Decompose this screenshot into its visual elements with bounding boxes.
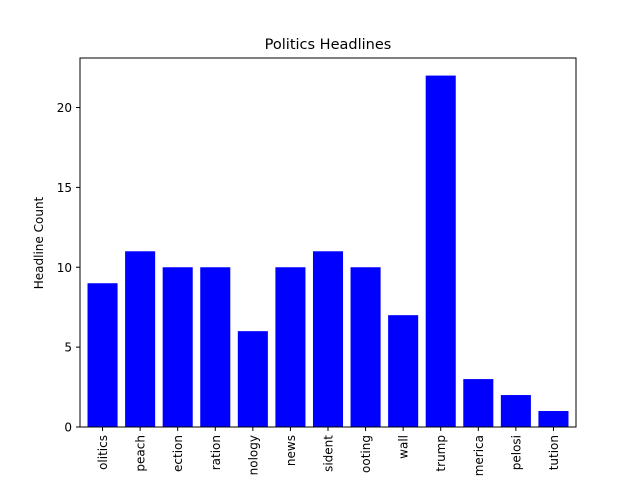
y-axis-label: Headline Count [32, 196, 46, 289]
x-tick-label-7: ooting [359, 435, 373, 473]
bar-0 [87, 283, 118, 427]
y-tick-label-1: 5 [64, 341, 72, 355]
x-axis: olitics peach ection ration nology news sident… [96, 427, 561, 476]
x-tick-label-1: peach [134, 435, 148, 472]
bar-2 [162, 267, 193, 427]
y-tick-label-0: 0 [64, 421, 72, 435]
x-tick-label-9: trump [434, 435, 448, 472]
x-tick-label-4: nology [246, 435, 260, 475]
bar-8 [388, 315, 419, 427]
chart-title: Politics Headlines [265, 37, 392, 53]
y-tick-label-3: 15 [57, 181, 72, 195]
bar-4 [237, 331, 268, 427]
bar-7 [350, 267, 381, 427]
x-tick-label-3: ration [209, 435, 223, 470]
x-tick-label-12: tution [547, 435, 561, 470]
x-tick-label-0: olitics [96, 435, 110, 470]
bars-group [87, 75, 569, 428]
y-axis: 0 5 10 15 20 [57, 101, 80, 435]
plot-frame [79, 57, 577, 428]
y-tick-label-4: 20 [57, 101, 72, 115]
bar-11 [500, 395, 531, 427]
bar-10 [463, 379, 494, 427]
bar-9 [425, 75, 456, 428]
x-tick-label-8: wall [397, 435, 411, 459]
bar-12 [538, 411, 569, 427]
x-tick-label-2: ection [171, 435, 185, 472]
x-tick-label-5: news [284, 435, 298, 466]
bar-3 [200, 267, 231, 427]
x-tick-label-10: merica [472, 435, 486, 476]
bar-5 [275, 267, 306, 427]
x-tick-label-6: sident [322, 435, 336, 472]
y-tick-label-2: 10 [57, 261, 72, 275]
bar-1 [125, 251, 156, 427]
x-tick-label-11: pelosi [509, 435, 523, 470]
bar-6 [312, 251, 344, 427]
